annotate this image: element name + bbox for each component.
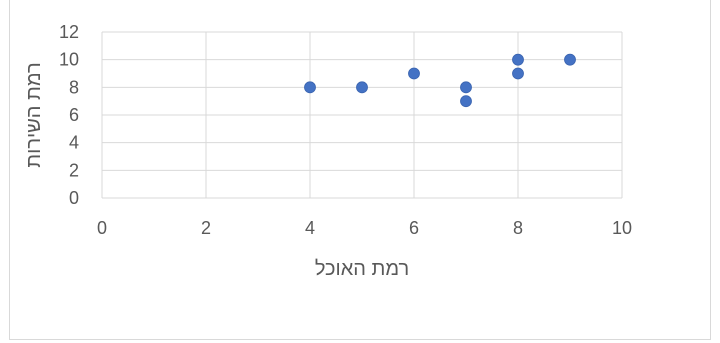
data-point — [512, 53, 524, 66]
y-tick-label: 10 — [59, 50, 79, 70]
y-tick-label: 6 — [69, 105, 79, 125]
x-tick-label: 2 — [201, 218, 211, 238]
y-tick-label: 4 — [69, 133, 79, 153]
y-axis-title: רמת השירות — [23, 62, 45, 167]
x-tick-label: 6 — [409, 218, 419, 238]
x-tick-label: 4 — [305, 218, 315, 238]
data-points — [304, 53, 576, 108]
x-tick-label: 10 — [612, 218, 632, 238]
grid-lines — [101, 31, 623, 199]
y-tick-label: 2 — [69, 160, 79, 180]
data-point — [304, 81, 316, 94]
x-tick-label: 0 — [97, 218, 107, 238]
data-point — [356, 81, 368, 94]
x-axis-title: רמת האוכל — [315, 258, 409, 280]
y-tick-label: 8 — [69, 77, 79, 97]
x-tick-labels: 0 2 4 6 8 10 — [97, 218, 632, 238]
data-point — [460, 81, 472, 94]
data-point — [512, 67, 524, 80]
data-point — [564, 53, 576, 66]
y-tick-label: 12 — [59, 22, 79, 42]
y-tick-labels: 0 2 4 6 8 10 12 — [59, 22, 79, 208]
data-point — [460, 95, 472, 108]
x-tick-label: 8 — [513, 218, 523, 238]
data-point — [408, 67, 420, 80]
y-tick-label: 0 — [69, 188, 79, 208]
